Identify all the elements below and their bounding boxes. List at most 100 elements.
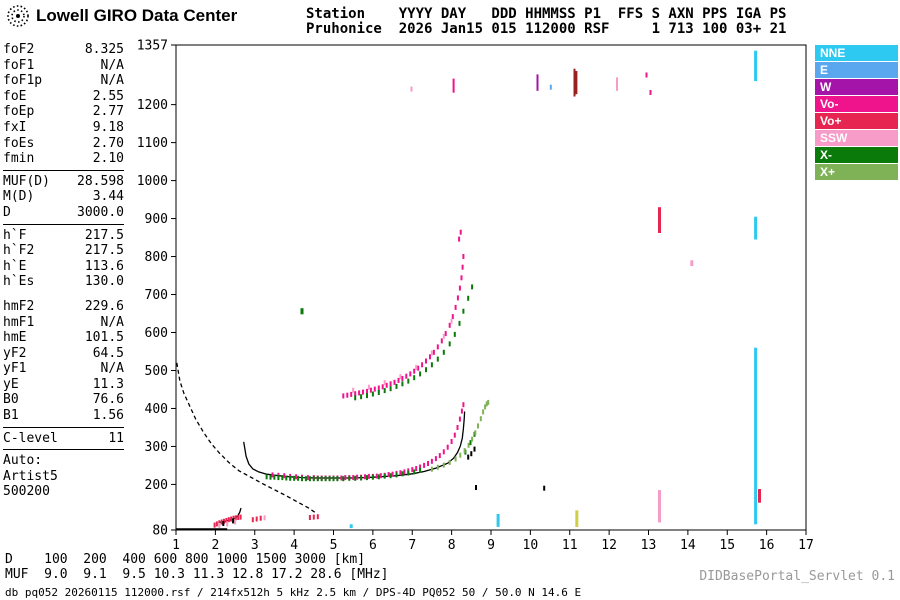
echo-mark xyxy=(573,73,576,79)
echo-mark xyxy=(342,393,345,399)
echo-column xyxy=(754,50,758,82)
legend-item-w: W xyxy=(815,79,898,95)
echo-mark xyxy=(462,308,465,314)
panel-divider xyxy=(3,169,124,171)
readout-row-fmin: fmin 2.10 xyxy=(3,151,124,167)
echo-mark xyxy=(453,331,456,337)
readout-value: 217.5 xyxy=(84,243,124,259)
echo-mark xyxy=(459,229,462,235)
readout-row-ye: yE 11.3 xyxy=(3,377,124,393)
echo-mark xyxy=(271,472,274,478)
readout-value: 113.6 xyxy=(84,258,124,274)
readout-row-foep: foEp 2.77 xyxy=(3,104,124,120)
echo-mark xyxy=(425,367,427,373)
x-tick-label: 10 xyxy=(523,538,539,553)
echo-mark xyxy=(470,451,473,457)
echo-mark xyxy=(413,469,416,475)
echo-mark xyxy=(230,516,233,522)
measurement-footer: db pq052 20260115 112000.rsf / 214fx512h… xyxy=(5,586,582,599)
echo-mark xyxy=(460,275,463,281)
echo-mark xyxy=(383,380,386,386)
y-tick-label: 700 xyxy=(145,288,168,303)
readout-label: C-level xyxy=(3,430,58,446)
echo-mark xyxy=(366,475,368,481)
echo-mark xyxy=(316,476,319,482)
legend-item-vo: Vo- xyxy=(815,96,898,112)
readout-label: MUF(D) xyxy=(3,173,50,189)
echo-mark xyxy=(453,432,456,438)
readout-row-yf2: yF2 64.5 xyxy=(3,346,124,362)
readout-label: B0 xyxy=(3,392,19,408)
y-tick-label: 1000 xyxy=(137,174,168,189)
echo-mark xyxy=(442,449,445,455)
echo-mark xyxy=(222,521,225,526)
readout-row-fof1p: foF1p N/A xyxy=(3,73,124,89)
echo-mark xyxy=(234,515,237,521)
readout-label: fmin xyxy=(3,151,35,167)
scatter-top-strip-ssw xyxy=(410,77,618,92)
readout-line: Artist5 xyxy=(3,468,58,484)
echo-mark xyxy=(456,295,459,301)
x-tick-label: 11 xyxy=(562,538,578,553)
readout-label: h`Es xyxy=(3,274,35,290)
readout-label: yF1 xyxy=(3,361,27,377)
x-tick-label: 1 xyxy=(172,538,180,553)
echo-mark xyxy=(419,467,422,473)
echo-mark xyxy=(324,476,327,482)
readout-value: 2.55 xyxy=(92,88,124,104)
y-tick-label: 900 xyxy=(145,212,168,227)
echo-mark xyxy=(389,386,392,392)
echo-mark xyxy=(389,473,392,479)
echo-mark xyxy=(432,349,435,355)
echo-mark xyxy=(383,473,386,479)
echo-mark xyxy=(415,466,418,471)
echo-mark xyxy=(399,470,402,476)
scatter-misc-black-echoes xyxy=(222,446,546,526)
echo-mark xyxy=(436,464,439,470)
legend-item-ssw: SSW xyxy=(815,130,898,146)
echo-mark xyxy=(395,383,398,389)
echo-mark xyxy=(427,461,429,466)
doppler-direction-legend: NNE E W Vo- Vo+ SSW X- X+ xyxy=(815,45,898,181)
echo-mark xyxy=(273,474,276,480)
echo-mark xyxy=(462,254,465,259)
echo-mark xyxy=(263,515,266,521)
echo-mark xyxy=(452,78,455,84)
readout-label: foE xyxy=(3,88,27,104)
readout-row-hes: h`Es 130.0 xyxy=(3,274,124,290)
echo-mark xyxy=(452,83,455,89)
x-tick-label: 6 xyxy=(369,538,377,553)
readout-row-b1: B1 1.56 xyxy=(3,408,124,424)
readout-row-hf: h`F 217.5 xyxy=(3,228,124,244)
echo-mark xyxy=(575,80,578,86)
readout-label: foF2 xyxy=(3,42,35,57)
echo-mark xyxy=(487,399,490,405)
echo-mark xyxy=(543,485,546,491)
echo-mark xyxy=(354,475,357,481)
readout-row-he: h`E 113.6 xyxy=(3,259,124,275)
readout-row-fxi: fxI 9.18 xyxy=(3,120,124,136)
readout-label: yE xyxy=(3,376,19,392)
readout-label: h`F2 xyxy=(3,243,35,259)
x-tick-label: 4 xyxy=(290,538,298,553)
echo-mark xyxy=(461,264,464,270)
echo-mark xyxy=(350,391,353,397)
scatter-top-strip-w xyxy=(536,74,539,91)
scatter-es-echoes-voplus xyxy=(213,514,319,528)
scatter-top-dot-e xyxy=(549,84,552,90)
echo-mark xyxy=(573,91,576,97)
readout-panel: foF2 8.325 foF1 N/A foF1p N/A foE 2.55 foEp 2.77 f… xyxy=(3,42,124,500)
echo-mark xyxy=(469,440,472,446)
echo-mark xyxy=(366,393,368,399)
scatter-f1hop-x-flat-xminus xyxy=(265,431,476,482)
echo-mark xyxy=(575,71,578,76)
readout-label: D xyxy=(3,204,11,220)
echo-mark xyxy=(429,354,431,360)
echo-mark xyxy=(367,384,370,390)
echo-column xyxy=(754,347,758,525)
echo-mark xyxy=(430,458,433,464)
readout-label: foEs xyxy=(3,135,35,151)
scatter-f2hop-ssw xyxy=(352,318,453,393)
readout-row-hf2: h`F2 217.5 xyxy=(3,243,124,259)
